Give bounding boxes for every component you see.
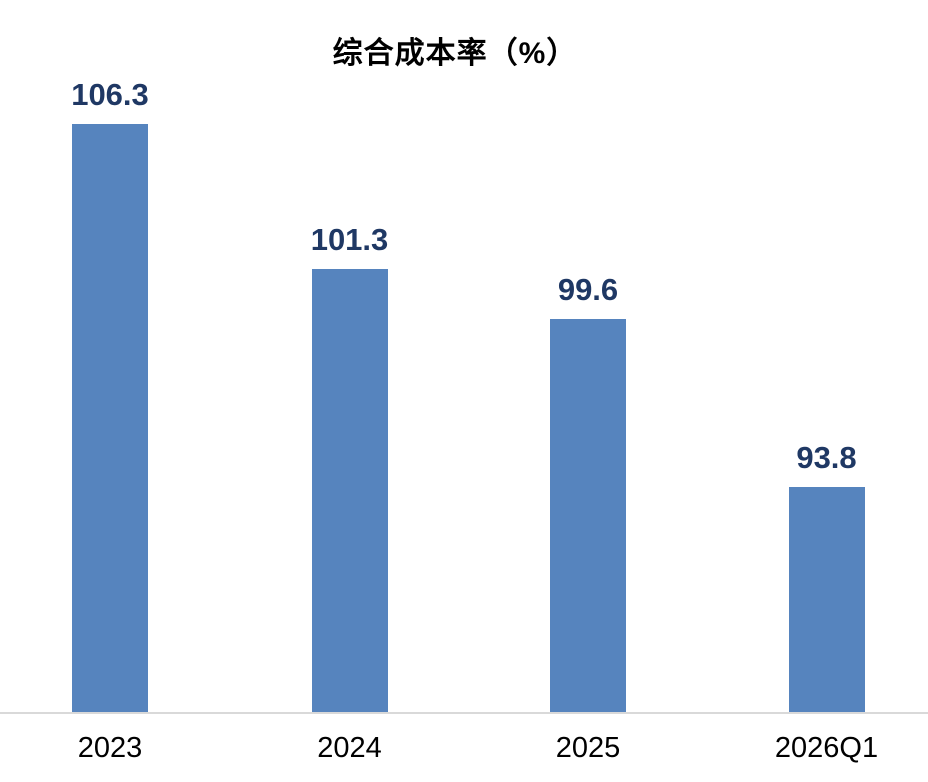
x-axis-line [0,712,928,714]
value-label-2025: 99.6 [557,271,619,307]
chart-title: 综合成本率（%） [332,37,578,70]
x-tick-label-2023: 2023 [77,732,143,764]
value-label-2024: 101.3 [310,222,389,258]
x-tick-label-2025: 2025 [555,732,621,764]
x-tick-label-2026Q1: 2026Q1 [774,732,879,764]
x-tick-label-2024: 2024 [317,732,382,764]
value-label-2026Q1: 93.8 [796,439,857,475]
bar-2024 [311,269,388,713]
value-label-2023: 106.3 [71,77,149,113]
bar-2023 [72,124,148,713]
bar-2026Q1 [788,486,865,713]
bar-2025 [550,318,626,713]
